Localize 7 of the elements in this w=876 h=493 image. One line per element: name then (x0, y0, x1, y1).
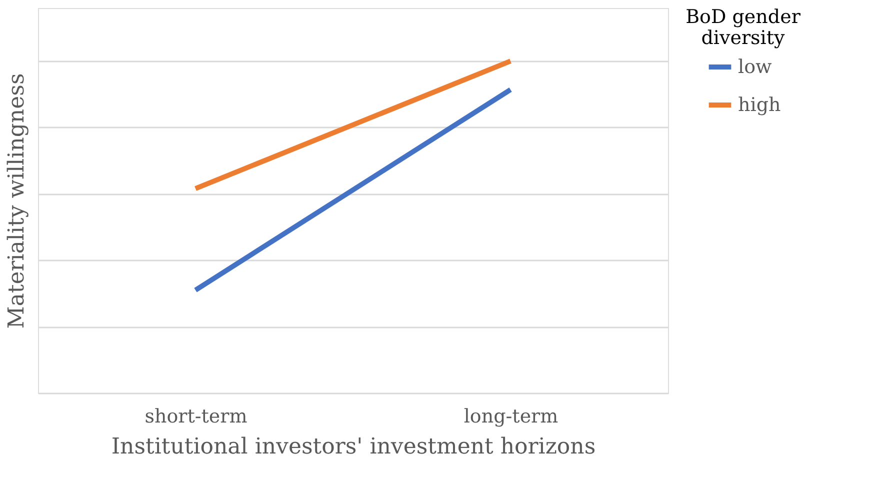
y-axis-title: Materiality willingness (4, 73, 30, 329)
legend-label: high (738, 94, 781, 116)
legend-label: low (738, 56, 773, 78)
legend-title: BoD gender diversity (686, 6, 802, 49)
x-tick-label: long-term (464, 406, 558, 428)
x-axis-title: Institutional investors' investment horizons (111, 434, 596, 460)
x-tick-label: short-term (144, 406, 248, 428)
